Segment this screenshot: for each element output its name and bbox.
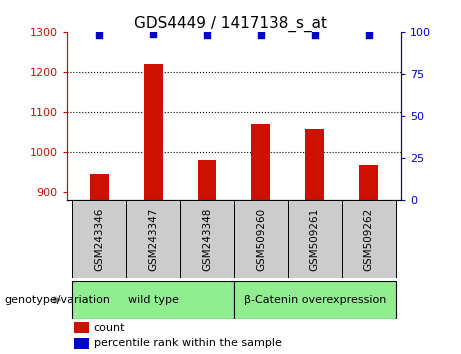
Text: count: count — [94, 322, 125, 332]
Bar — [198, 160, 216, 200]
Bar — [359, 165, 378, 200]
Text: percentile rank within the sample: percentile rank within the sample — [94, 338, 282, 348]
Bar — [72, 281, 234, 319]
Bar — [234, 200, 288, 278]
Text: GSM509260: GSM509260 — [256, 207, 266, 270]
Bar — [234, 281, 396, 319]
Bar — [180, 200, 234, 278]
Text: GSM509262: GSM509262 — [364, 207, 374, 270]
Bar — [252, 124, 270, 200]
Text: GSM243348: GSM243348 — [202, 207, 212, 271]
Bar — [144, 64, 163, 200]
Point — [257, 33, 265, 38]
Bar — [342, 200, 396, 278]
Bar — [73, 338, 89, 349]
Point — [365, 33, 372, 38]
Bar — [305, 129, 324, 200]
Bar — [126, 200, 180, 278]
Text: GDS4449 / 1417138_s_at: GDS4449 / 1417138_s_at — [134, 16, 327, 32]
Bar — [72, 200, 126, 278]
Bar — [73, 322, 89, 333]
Bar — [288, 200, 342, 278]
Point — [203, 33, 211, 38]
Point — [95, 33, 103, 38]
Text: GSM243346: GSM243346 — [94, 207, 104, 271]
Point — [311, 33, 319, 38]
Text: GSM509261: GSM509261 — [310, 207, 320, 270]
Text: GSM243347: GSM243347 — [148, 207, 158, 271]
Bar — [90, 174, 109, 200]
Text: β-Catenin overexpression: β-Catenin overexpression — [243, 295, 386, 305]
Text: wild type: wild type — [128, 295, 178, 305]
Text: genotype/variation: genotype/variation — [5, 295, 111, 305]
Point — [149, 31, 157, 36]
